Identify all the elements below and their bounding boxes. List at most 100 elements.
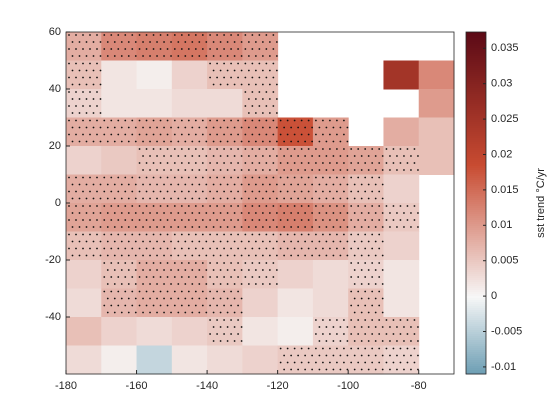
colorbar-step [466, 34, 486, 37]
dot [283, 368, 286, 371]
dot [364, 262, 367, 264]
dot [399, 148, 402, 150]
colorbar-tick-label: 0.035 [491, 42, 519, 54]
dot [194, 276, 197, 278]
dot [350, 262, 353, 264]
dot [311, 226, 314, 228]
dot [201, 119, 204, 122]
dot [145, 133, 148, 136]
dot [311, 169, 314, 171]
colorbar-step [466, 46, 486, 49]
dot [219, 254, 222, 257]
dot [258, 133, 261, 136]
dot [191, 226, 194, 228]
colorbar-step [466, 98, 486, 101]
dot [209, 119, 211, 122]
dot [138, 34, 141, 36]
dot [184, 269, 187, 271]
dot [180, 48, 183, 50]
dot [265, 219, 268, 221]
dot [286, 205, 289, 207]
dot [240, 155, 243, 157]
dot [71, 98, 74, 100]
dot [389, 368, 391, 371]
dot [138, 304, 141, 307]
dot [78, 240, 81, 243]
dot [96, 133, 98, 136]
dot [265, 205, 268, 207]
dot [212, 140, 215, 143]
dot [254, 254, 257, 257]
dot [265, 119, 268, 122]
dot [142, 155, 144, 157]
dot [399, 333, 402, 335]
dot [381, 297, 384, 300]
dot [258, 91, 261, 93]
dot [378, 176, 381, 179]
dot [350, 319, 353, 321]
dot [134, 297, 137, 300]
dot [315, 133, 317, 136]
significance-dots [315, 233, 349, 257]
dot [198, 311, 201, 314]
cell [101, 231, 138, 261]
dot [163, 240, 165, 243]
dot [265, 148, 268, 150]
dot [286, 233, 289, 236]
colorbar-step [466, 348, 486, 351]
dot [290, 155, 293, 157]
dot [233, 183, 236, 186]
dot [187, 247, 190, 250]
dot [300, 247, 303, 250]
dot [403, 326, 405, 328]
dot [170, 197, 172, 200]
significance-dots [173, 148, 208, 171]
dot [364, 361, 367, 364]
cell [101, 317, 138, 346]
dot [113, 311, 116, 314]
dot [131, 219, 134, 221]
dot [350, 162, 353, 164]
dot [120, 126, 123, 129]
dot [406, 361, 409, 364]
dot [110, 262, 113, 264]
dot [297, 126, 300, 129]
cell [312, 345, 349, 375]
colorbar-step [466, 156, 486, 159]
cell [383, 260, 420, 289]
dot [159, 162, 162, 164]
cell [277, 317, 314, 346]
dot [381, 155, 384, 157]
dot [82, 133, 84, 136]
dot [371, 162, 374, 164]
dot [110, 219, 113, 221]
dot [374, 254, 377, 257]
dot [177, 311, 180, 314]
dot [240, 183, 243, 186]
dot [247, 126, 250, 129]
dot [78, 98, 81, 100]
cell [418, 117, 455, 147]
dot [180, 233, 183, 236]
dot [145, 148, 148, 150]
dot [138, 247, 141, 250]
dot [103, 119, 106, 122]
dot [300, 176, 303, 179]
dot [131, 48, 134, 50]
dot [223, 247, 225, 250]
dot [113, 269, 116, 271]
cell [207, 260, 243, 289]
dot [254, 169, 257, 171]
dot [68, 233, 70, 236]
dot [258, 205, 261, 207]
dot [173, 262, 176, 264]
dot [170, 297, 172, 300]
cell [66, 60, 102, 90]
dot [223, 205, 225, 207]
dot [360, 226, 363, 228]
dot [201, 247, 204, 250]
dot [117, 233, 120, 236]
cell [136, 231, 173, 261]
dot [191, 41, 194, 43]
dot [413, 319, 416, 321]
